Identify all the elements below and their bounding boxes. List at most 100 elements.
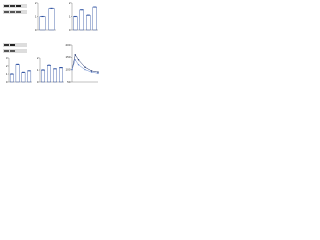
dot — [17, 63, 19, 65]
band — [10, 5, 15, 7]
point — [84, 66, 86, 68]
y-tick-label: 2 — [37, 56, 39, 60]
bar — [79, 9, 84, 31]
y-tick-label: 200 — [65, 43, 70, 47]
dot — [41, 15, 44, 18]
bar — [47, 64, 52, 83]
dot — [22, 71, 24, 73]
dot — [88, 14, 90, 16]
bar — [27, 70, 32, 83]
dot — [16, 63, 18, 65]
point — [71, 68, 73, 71]
band — [10, 44, 15, 46]
point — [84, 68, 86, 71]
dot — [80, 9, 82, 11]
dot — [75, 15, 77, 18]
dot — [54, 68, 56, 70]
blot-bottom — [3, 43, 27, 53]
dot — [43, 15, 45, 18]
y-tick-label: 0 — [35, 28, 37, 32]
dot — [52, 7, 54, 9]
dot — [23, 71, 25, 73]
y-tick-label: 0 — [37, 80, 39, 84]
y-tick-label: 1 — [37, 68, 39, 72]
dot — [94, 6, 96, 8]
dot — [47, 64, 49, 66]
point — [77, 64, 80, 66]
y-tick-label: 100 — [65, 67, 70, 71]
dot — [41, 69, 43, 71]
y-tick-label: 150 — [65, 55, 70, 59]
dot — [55, 68, 57, 70]
bar — [53, 68, 58, 83]
bar — [39, 16, 46, 31]
band — [4, 44, 9, 46]
bar — [92, 6, 97, 31]
bar — [59, 67, 64, 83]
y-tick-label: 50 — [67, 80, 71, 84]
point — [90, 71, 93, 73]
point — [77, 59, 80, 61]
point — [97, 72, 99, 75]
figure: 0 1 2 0 1 2 0 1 2 3 0 1 2 50 100 150 200 — [3, 1, 99, 84]
y-tick-label: 0 — [6, 80, 8, 84]
bar — [48, 8, 55, 31]
dot — [49, 64, 51, 66]
band — [10, 11, 15, 13]
dot — [11, 73, 13, 75]
point — [74, 59, 76, 61]
y-tick-label: 1 — [35, 14, 37, 18]
axis — [8, 58, 32, 83]
band — [16, 5, 21, 7]
y-tick-label: 2 — [69, 1, 71, 5]
dot — [40, 15, 42, 18]
dot — [43, 69, 45, 71]
bar — [9, 73, 14, 83]
y-tick-label: 0 — [69, 28, 71, 32]
dot — [21, 71, 24, 73]
dot — [50, 7, 53, 9]
dot — [74, 15, 76, 18]
dot — [10, 73, 12, 75]
y-tick-label: 1 — [69, 14, 71, 18]
dot — [95, 6, 97, 8]
bar — [21, 72, 26, 83]
line — [71, 59, 99, 74]
band — [10, 50, 15, 52]
dot — [29, 70, 31, 72]
axis — [71, 45, 98, 83]
dot — [48, 64, 50, 66]
bar — [73, 16, 78, 31]
dot — [53, 68, 55, 70]
bar — [86, 14, 91, 31]
band — [4, 5, 9, 7]
dot — [86, 14, 88, 16]
dot — [81, 9, 83, 11]
y-tick-label: 2 — [35, 1, 37, 5]
dot — [17, 63, 20, 65]
y-tick-label: 1 — [6, 72, 8, 76]
band — [4, 11, 9, 13]
dot — [93, 6, 95, 8]
bar — [15, 64, 20, 83]
dot — [60, 67, 62, 69]
dot — [73, 15, 75, 18]
line — [71, 54, 99, 73]
point — [97, 71, 99, 73]
dot — [28, 70, 30, 72]
point — [90, 70, 93, 72]
band — [16, 11, 21, 13]
band — [4, 50, 9, 52]
dot — [12, 73, 14, 75]
dot — [87, 14, 89, 16]
dot — [49, 7, 51, 9]
dot — [42, 69, 44, 71]
dot — [82, 9, 84, 11]
bar — [41, 69, 46, 83]
y-tick-label: 2 — [6, 64, 8, 68]
y-tick-label: 3 — [6, 56, 8, 60]
blot-top — [3, 4, 27, 14]
dot — [59, 67, 61, 69]
point — [74, 54, 76, 56]
dot — [27, 70, 29, 72]
